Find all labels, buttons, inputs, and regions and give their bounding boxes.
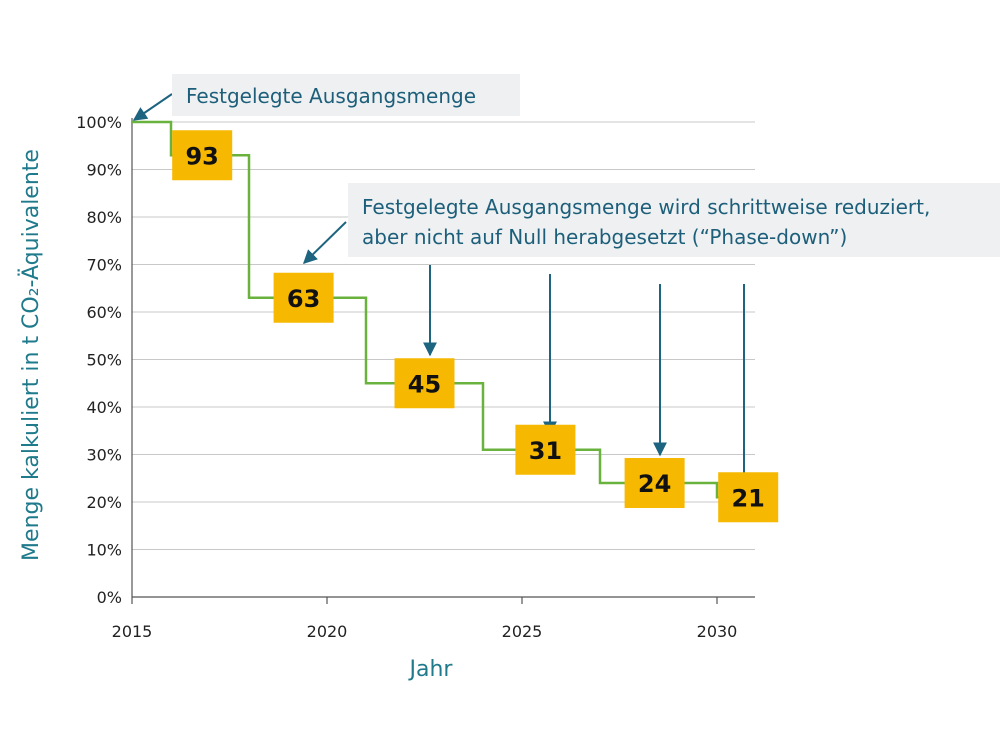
x-axis-title: Jahr	[408, 657, 454, 682]
data-label: 63	[287, 285, 320, 313]
x-tick-label: 2020	[307, 622, 348, 641]
annotations: Festgelegte Ausgangsmenge Festgelegte Aus…	[172, 74, 1000, 257]
y-tick-label: 80%	[86, 208, 122, 227]
data-label: 24	[638, 470, 671, 498]
annotation-text: Festgelegte Ausgangsmenge wird schrittwe…	[362, 195, 930, 219]
data-label-box	[718, 472, 779, 523]
data-label: 45	[408, 370, 441, 398]
y-tick-labels: 0% 10% 20% 30% 40% 50% 60% 70% 80% 90% 100%	[76, 113, 122, 607]
y-tick-label: 60%	[86, 303, 122, 322]
data-label-box	[172, 130, 233, 181]
y-tick-label: 20%	[86, 493, 122, 512]
y-tick-label: 40%	[86, 398, 122, 417]
data-label: 93	[185, 142, 218, 170]
y-tick-label: 30%	[86, 446, 122, 465]
annotation-arrow	[132, 93, 173, 121]
data-label-box	[394, 358, 455, 409]
y-tick-label: 50%	[86, 351, 122, 370]
annotation-arrow	[302, 221, 347, 264]
y-axis-title: Menge kalkuliert in t CO₂-Äquivalente	[18, 149, 44, 561]
y-tick-label: 10%	[86, 541, 122, 560]
x-tick-label: 2030	[697, 622, 738, 641]
axes	[131, 118, 755, 604]
y-tick-label: 0%	[97, 588, 122, 607]
x-tick-label: 2025	[502, 622, 543, 641]
annotation-box	[348, 183, 1000, 257]
y-tick-label: 70%	[86, 256, 122, 275]
y-tick-label: 90%	[86, 161, 122, 180]
data-labels: 93 63 45 31 24 21	[172, 130, 779, 523]
data-label-box	[624, 458, 685, 508]
y-tick-label: 100%	[76, 113, 122, 132]
data-label-box	[515, 424, 576, 475]
annotation-box	[172, 74, 520, 116]
annotation-text: aber nicht auf Null herabgesetzt (“Phase…	[362, 225, 847, 249]
data-label: 21	[731, 484, 764, 512]
x-tick-labels: 2015 2020 2025 2030	[112, 622, 738, 641]
data-label-box	[273, 272, 334, 323]
annotation-arrows	[132, 93, 751, 494]
data-label: 31	[529, 437, 562, 465]
annotation-text: Festgelegte Ausgangsmenge	[186, 84, 476, 108]
x-tick-label: 2015	[112, 622, 153, 641]
